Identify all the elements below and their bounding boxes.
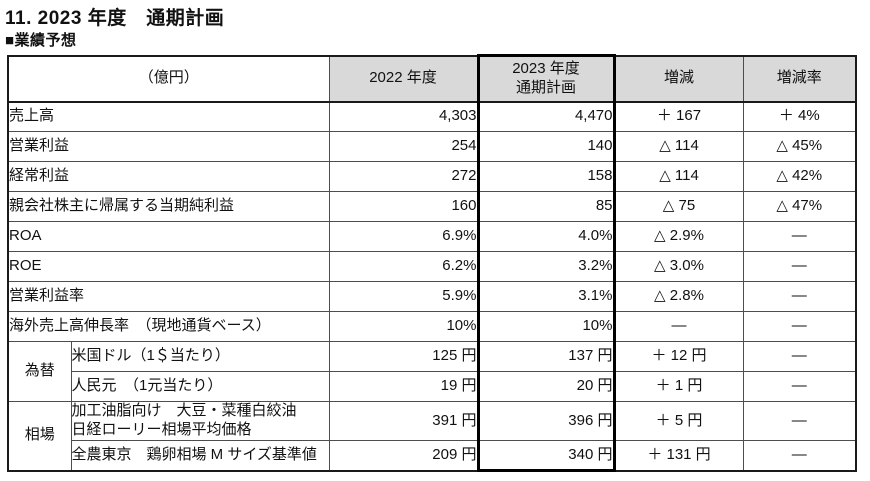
cell-2022: 125 円 xyxy=(328,341,479,372)
row-label: 売上高 xyxy=(7,101,330,132)
cell-change-rate: ― xyxy=(742,440,857,472)
cell-change-rate: ＋ 4% xyxy=(742,101,857,132)
cell-change-rate: ― xyxy=(742,311,857,342)
row-label: ROA xyxy=(7,221,330,252)
cell-2023-plan: 20 円 xyxy=(476,371,616,402)
table-row: ROE 6.2% 3.2% △ 3.0% ― xyxy=(7,251,857,282)
cell-2023-plan: 4.0% xyxy=(476,221,616,252)
cell-change: ― xyxy=(613,311,744,342)
row-label: 親会社株主に帰属する当期純利益 xyxy=(7,191,330,222)
row-label: 海外売上高伸長率 （現地通貨ベース） xyxy=(7,311,330,342)
cell-2022: 5.9% xyxy=(328,281,479,312)
cell-change: △ 75 xyxy=(613,191,744,222)
table-row: 親会社株主に帰属する当期純利益 160 85 △ 75 △ 47% xyxy=(7,191,857,222)
cell-change: ＋ 12 円 xyxy=(613,341,744,372)
cell-2022: 254 xyxy=(328,131,479,162)
cell-2022: 391 円 xyxy=(328,401,479,441)
row-label: 加工油脂向け 大豆・菜種白絞油 日経ローリー相場平均価格 xyxy=(70,401,330,441)
cell-2023-plan: 158 xyxy=(476,161,616,192)
cell-change-rate: ― xyxy=(742,371,857,402)
cell-2023-plan: 3.1% xyxy=(476,281,616,312)
col-header-change-rate: 増減率 xyxy=(742,55,857,103)
cell-change: △ 2.9% xyxy=(613,221,744,252)
cell-2022: 10% xyxy=(328,311,479,342)
table-row: 売上高 4,303 4,470 ＋ 167 ＋ 4% xyxy=(7,101,857,132)
cell-change-rate: ― xyxy=(742,251,857,282)
cell-2022: 6.2% xyxy=(328,251,479,282)
page-title: 11. 2023 年度 通期計画 xyxy=(5,8,225,29)
cell-change-rate: △ 45% xyxy=(742,131,857,162)
cell-2023-plan: 4,470 xyxy=(476,101,616,132)
cell-2022: 160 xyxy=(328,191,479,222)
results-forecast-table: （億円） 2022 年度 2023 年度 通期計画 増減 増減率 売上高 4,3… xyxy=(7,54,857,472)
table-row: 営業利益率 5.9% 3.1% △ 2.8% ― xyxy=(7,281,857,312)
cell-2023-plan: 140 xyxy=(476,131,616,162)
cell-2022: 4,303 xyxy=(328,101,479,132)
row-label: 営業利益 xyxy=(7,131,330,162)
section-heading: ■業績予想 xyxy=(5,32,77,49)
cell-change: ＋ 1 円 xyxy=(613,371,744,402)
col-header-change: 増減 xyxy=(613,55,744,103)
cell-2023-plan: 340 円 xyxy=(476,440,616,472)
cell-2022: 19 円 xyxy=(328,371,479,402)
table-row: ROA 6.9% 4.0% △ 2.9% ― xyxy=(7,221,857,252)
cell-change-rate: ― xyxy=(742,401,857,441)
table-row: 人民元 （1元当たり） 19 円 20 円 ＋ 1 円 ― xyxy=(8,371,857,402)
row-label: 経常利益 xyxy=(7,161,330,192)
cell-2023-plan: 396 円 xyxy=(476,401,616,441)
cell-change: △ 3.0% xyxy=(613,251,744,282)
table-row: 海外売上高伸長率 （現地通貨ベース） 10% 10% ― ― xyxy=(7,311,857,342)
cell-2023-plan: 3.2% xyxy=(476,251,616,282)
table-row: 営業利益 254 140 △ 114 △ 45% xyxy=(7,131,857,162)
cell-change-rate: ― xyxy=(742,281,857,312)
cell-change: △ 2.8% xyxy=(613,281,744,312)
cell-2022: 272 xyxy=(328,161,479,192)
row-label: 営業利益率 xyxy=(7,281,330,312)
cell-change: △ 114 xyxy=(613,161,744,192)
cell-2023-plan: 137 円 xyxy=(476,341,616,372)
col-header-2023-plan: 2023 年度 通期計画 xyxy=(476,54,616,103)
row-label: 全農東京 鶏卵相場 M サイズ基準値 xyxy=(70,440,330,472)
cell-2022: 6.9% xyxy=(328,221,479,252)
cell-2023-plan: 10% xyxy=(476,311,616,342)
row-label: 米国ドル（1＄当たり） xyxy=(70,341,330,372)
col-header-2022: 2022 年度 xyxy=(328,55,479,103)
table-row: 相場 加工油脂向け 大豆・菜種白絞油 日経ローリー相場平均価格 391 円 39… xyxy=(7,401,857,471)
row-label: ROE xyxy=(7,251,330,282)
header-row: （億円） 2022 年度 2023 年度 通期計画 増減 増減率 xyxy=(7,54,857,103)
cell-change-rate: △ 42% xyxy=(742,161,857,192)
row-group-label: 為替 xyxy=(7,341,72,402)
cell-change-rate: ― xyxy=(742,221,857,252)
table-row: 全農東京 鶏卵相場 M サイズ基準値 209 円 340 円 ＋ 131 円 ― xyxy=(8,440,857,472)
cell-change-rate: △ 47% xyxy=(742,191,857,222)
cell-change: ＋ 167 xyxy=(613,101,744,132)
row-group-label: 相場 xyxy=(7,401,72,471)
cell-change: ＋ 131 円 xyxy=(613,440,744,472)
row-label: 人民元 （1元当たり） xyxy=(70,371,330,402)
cell-change: △ 114 xyxy=(613,131,744,162)
table-row: 経常利益 272 158 △ 114 △ 42% xyxy=(7,161,857,192)
cell-change-rate: ― xyxy=(742,341,857,372)
col-header-unit: （億円） xyxy=(7,55,330,103)
cell-2022: 209 円 xyxy=(328,440,479,472)
cell-change: ＋ 5 円 xyxy=(613,401,744,441)
cell-2023-plan: 85 xyxy=(476,191,616,222)
table-row: 為替 米国ドル（1＄当たり） 125 円 137 円 ＋ 12 円 ― xyxy=(7,341,857,402)
